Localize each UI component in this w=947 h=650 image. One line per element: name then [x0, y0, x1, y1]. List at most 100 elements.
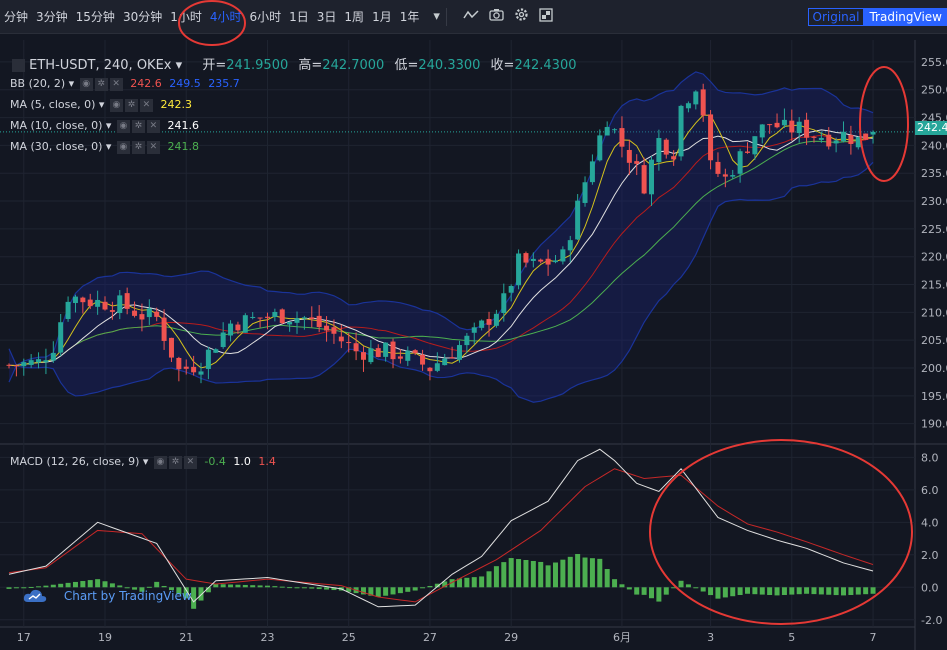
candle-body	[700, 89, 706, 116]
indicator-value: 242.6	[130, 77, 162, 90]
close-icon[interactable]: ✕	[109, 77, 123, 91]
close-icon[interactable]: ✕	[146, 140, 160, 154]
tf-15min[interactable]: 15分钟	[75, 10, 115, 24]
candle-body	[294, 318, 300, 323]
gear-icon[interactable]: ✲	[168, 455, 182, 469]
symbol-title[interactable]: ETH-USDT, 240, OKEx	[29, 58, 172, 73]
fullscreen-icon[interactable]	[539, 7, 553, 26]
macd-hist-bar	[279, 586, 285, 588]
candle-body	[471, 327, 477, 333]
close-icon[interactable]: ✕	[146, 119, 160, 133]
candle-body	[28, 360, 34, 365]
eye-icon[interactable]: ◉	[116, 140, 130, 154]
candle-body	[183, 366, 189, 369]
tf-6hour[interactable]: 6小时	[249, 10, 282, 24]
macd-hist-bar	[759, 587, 765, 595]
close-icon[interactable]: ✕	[139, 98, 153, 112]
macd-hist-bar	[781, 587, 787, 595]
macd-hist-bar	[28, 586, 34, 588]
candle-body	[132, 310, 138, 316]
price-tick-label: 200.0	[921, 362, 947, 375]
macd-hist-bar	[722, 587, 728, 598]
tf-1hour[interactable]: 1小时	[170, 10, 202, 24]
macd-hist-bar	[420, 587, 426, 589]
tradingview-watermark[interactable]: Chart by TradingView	[22, 588, 192, 604]
candle-body	[523, 253, 529, 263]
close-icon[interactable]: ✕	[183, 455, 197, 469]
macd-signal-line	[8, 468, 874, 603]
tf-1week[interactable]: 1周	[344, 10, 365, 24]
tf-4hour[interactable]: 4小时	[209, 10, 242, 24]
macd-hist-bar	[43, 585, 49, 588]
candle-body	[804, 119, 810, 138]
candle-body	[287, 321, 293, 325]
gear-icon[interactable]: ✲	[131, 119, 145, 133]
macd-hist-bar	[272, 586, 278, 588]
gear-icon[interactable]: ✲	[124, 98, 138, 112]
candle-body	[168, 337, 174, 358]
candle-body	[870, 131, 876, 135]
eye-icon[interactable]: ◉	[116, 119, 130, 133]
macd-hist-bar	[855, 587, 861, 595]
candle-body	[508, 285, 514, 293]
candle-body	[72, 296, 78, 304]
macd-tick-label: 4.0	[921, 516, 939, 529]
bb-upper-line	[8, 71, 874, 367]
tf-1year[interactable]: 1年	[399, 10, 420, 24]
tf-30min[interactable]: 30分钟	[122, 10, 163, 24]
tf-1month[interactable]: 1月	[372, 10, 392, 24]
macd-hist-bar	[708, 587, 714, 596]
candle-body	[752, 136, 758, 155]
indicator-label[interactable]: MACD (12, 26, close, 9)	[10, 455, 140, 468]
candle-body	[626, 149, 632, 163]
gear-icon[interactable]: ✲	[94, 77, 108, 91]
candle-body	[648, 159, 654, 195]
chevron-down-icon[interactable]: ▾	[175, 58, 183, 73]
tf-3min[interactable]: 3分钟	[36, 10, 68, 24]
macd-hist-bar	[863, 587, 869, 595]
chevron-down-icon[interactable]: ▾	[105, 119, 112, 132]
tf-1day[interactable]: 1日	[289, 10, 309, 24]
gear-icon[interactable]	[514, 7, 529, 26]
watermark-text[interactable]: Chart by TradingView	[63, 588, 192, 603]
macd-hist-bar	[301, 587, 307, 589]
eye-icon[interactable]: ◉	[79, 77, 93, 91]
candle-body	[360, 352, 366, 360]
tf-3day[interactable]: 3日	[316, 10, 337, 24]
macd-hist-bar	[479, 576, 485, 588]
macd-hist-bar	[176, 587, 182, 595]
chevron-down-icon[interactable]: ▾	[68, 77, 75, 90]
indicator-label[interactable]: MA (5, close, 0)	[10, 98, 96, 111]
eye-icon[interactable]: ◉	[109, 98, 123, 112]
indicator-value: 242.3	[160, 98, 192, 111]
macd-hist-bar	[818, 587, 824, 595]
tf-minute[interactable]: 分钟	[4, 10, 29, 24]
line-chart-icon[interactable]	[463, 9, 479, 25]
time-tick-label: 17	[17, 631, 31, 644]
chevron-down-icon[interactable]: ▾	[98, 98, 105, 111]
camera-icon[interactable]	[489, 8, 504, 25]
macd-hist-bar	[102, 581, 108, 588]
candle-body	[545, 258, 551, 265]
macd-hist-bar	[139, 587, 145, 592]
indicator-label[interactable]: MA (10, close, 0)	[10, 119, 103, 132]
original-view-button[interactable]: Original	[807, 8, 865, 26]
eye-icon[interactable]: ◉	[153, 455, 167, 469]
macd-hist-bar	[575, 553, 581, 588]
candle-body	[368, 348, 374, 363]
candle-body	[501, 293, 507, 314]
indicator-label[interactable]: BB (20, 2)	[10, 77, 66, 90]
macd-hist-bar	[796, 587, 802, 595]
chevron-down-icon[interactable]: ▾	[105, 140, 112, 153]
candle-body	[759, 124, 765, 138]
series-box-icon[interactable]	[12, 59, 25, 72]
chevron-down-icon[interactable]: ▾	[142, 455, 149, 468]
candle-body	[176, 357, 182, 370]
chevron-down-icon[interactable]: ▾	[433, 9, 440, 24]
candle-body	[390, 341, 396, 360]
indicator-label[interactable]: MA (30, close, 0)	[10, 140, 103, 153]
gear-icon[interactable]: ✲	[131, 140, 145, 154]
macd-hist-bar	[604, 569, 610, 588]
candle-body	[264, 316, 270, 318]
